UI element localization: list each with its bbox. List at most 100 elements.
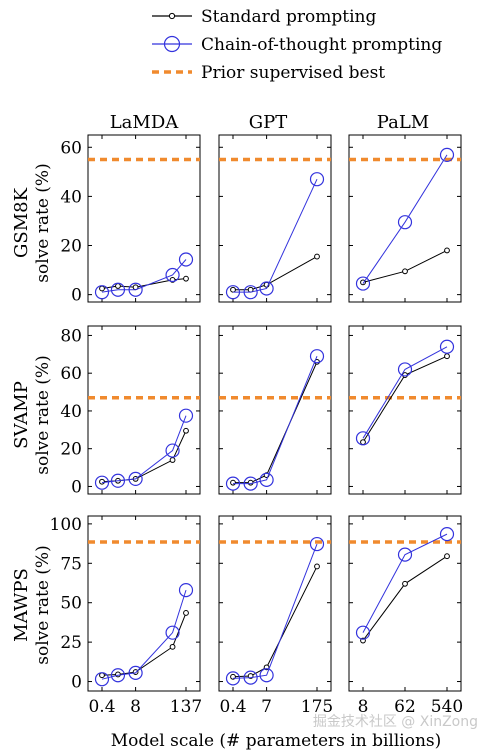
cot-series-line: [233, 178, 318, 293]
panel-frame: [218, 515, 332, 692]
standard-point: [402, 268, 408, 275]
cot-point: [110, 668, 126, 683]
y-tick-label: 60: [60, 364, 82, 384]
row-title-svamp: SVAMP: [11, 381, 32, 449]
standard-point: [314, 563, 320, 570]
panel-mawps-gpt: 0.4 7 175: [218, 515, 333, 717]
cot-series-line: [101, 589, 187, 680]
cot-point: [439, 339, 455, 354]
panel-svamp-gpt: [218, 325, 332, 495]
row-title-gsm8k: GSM8K: [11, 187, 32, 258]
cot-point: [397, 547, 413, 562]
y-tick-label: 0: [71, 673, 82, 693]
legend-cot-marker: [163, 35, 181, 53]
cot-series-line: [101, 259, 187, 293]
standard-point: [444, 553, 450, 560]
cot-point: [110, 282, 126, 297]
cot-point: [439, 147, 455, 162]
row-title-mawps: MAWPS: [11, 568, 32, 642]
cot-point: [225, 671, 241, 686]
y-tick-label: 25: [60, 633, 82, 653]
cot-point: [165, 267, 180, 283]
x-tick-label: 8: [130, 697, 141, 717]
legend-prior-label: Prior supervised best: [201, 63, 385, 83]
cot-point: [128, 282, 143, 297]
standard-point: [444, 353, 450, 360]
panel-frame: [348, 325, 462, 495]
y-tick-label: 100: [50, 515, 82, 535]
cot-point: [355, 431, 371, 446]
cot-point: [225, 476, 241, 491]
panel-mawps-palm: 8 62 540: [348, 515, 463, 717]
y-tick-label: 20: [60, 237, 82, 257]
y-axis-label-mawps: solve rate (%): [33, 545, 53, 664]
y-tick-label: 0: [71, 286, 82, 306]
cot-point: [259, 281, 274, 296]
legend-cot-label: Chain-of-thought prompting: [201, 35, 442, 55]
x-tick-label: 137: [170, 697, 202, 717]
column-title-gpt: GPT: [249, 112, 288, 133]
y-tick-label: 0: [71, 477, 82, 497]
cot-point: [128, 471, 143, 486]
x-tick-label: 175: [301, 697, 333, 717]
cot-series-line: [362, 533, 448, 633]
standard-point: [169, 457, 176, 463]
standard-point: [99, 285, 105, 292]
panel-gsm8k-gpt: [218, 134, 332, 303]
cot-point: [309, 349, 325, 364]
standard-point: [183, 275, 189, 282]
y-axis-label-svamp: solve rate (%): [33, 355, 53, 474]
cot-series-line: [362, 346, 448, 439]
legend-standard-marker: [168, 12, 176, 20]
standard-point: [183, 610, 189, 616]
standard-point: [99, 478, 105, 485]
cot-point: [355, 625, 371, 640]
x-axis-title: Model scale (# parameters in billions): [111, 731, 442, 751]
panels: 0 20 40 60 0 20 40 60 80 0 25 50 75 100 0.4 8 137 0.4 7 175…: [50, 134, 463, 717]
panel-frame: [218, 325, 332, 495]
legend-standard-label: Standard prompting: [201, 7, 376, 27]
cot-point: [178, 408, 194, 423]
y-tick-label: 60: [60, 138, 82, 158]
cot-point: [94, 475, 110, 490]
legend: Standard prompting Chain-of-thought prom…: [152, 7, 442, 83]
cot-series-line: [101, 415, 187, 484]
cot-point: [110, 473, 126, 488]
cot-series-line: [362, 154, 448, 284]
standard-series-line: [362, 555, 448, 641]
y-tick-label: 40: [60, 402, 82, 422]
standard-point: [230, 286, 236, 293]
watermark: 掘金技术社区 @ XinZong: [313, 714, 478, 730]
panel-gsm8k-lamda: 0 20 40 60: [60, 134, 201, 306]
cot-point: [309, 536, 325, 552]
x-tick-label: 8: [358, 697, 369, 717]
cot-point: [178, 582, 194, 598]
standard-series-line: [233, 256, 318, 291]
cot-point: [243, 285, 258, 300]
column-title-palm: PaLM: [377, 112, 429, 133]
cot-point: [397, 362, 413, 377]
standard-series-line: [232, 566, 318, 678]
cot-point: [439, 527, 455, 542]
y-tick-label: 80: [60, 326, 82, 346]
panel-mawps-lamda: 0 25 50 75 100 0.4 8 137: [50, 515, 203, 717]
cot-point: [259, 668, 274, 683]
panel-frame: [87, 134, 201, 303]
x-tick-label: 540: [431, 697, 463, 717]
standard-point: [444, 247, 450, 254]
panel-frame: [87, 325, 201, 495]
column-title-lamda: LaMDA: [110, 112, 180, 133]
standard-point: [169, 643, 176, 650]
cot-point: [355, 276, 371, 291]
standard-series-line: [101, 430, 187, 483]
cot-point: [225, 285, 241, 300]
standard-point: [360, 439, 366, 445]
cot-point: [243, 670, 258, 685]
cot-point: [94, 285, 110, 300]
panel-gsm8k-palm: [348, 134, 462, 303]
cot-point: [309, 172, 325, 187]
y-tick-label: 50: [60, 594, 82, 614]
x-tick-label: 0.4: [88, 697, 115, 717]
standard-point: [314, 253, 320, 260]
